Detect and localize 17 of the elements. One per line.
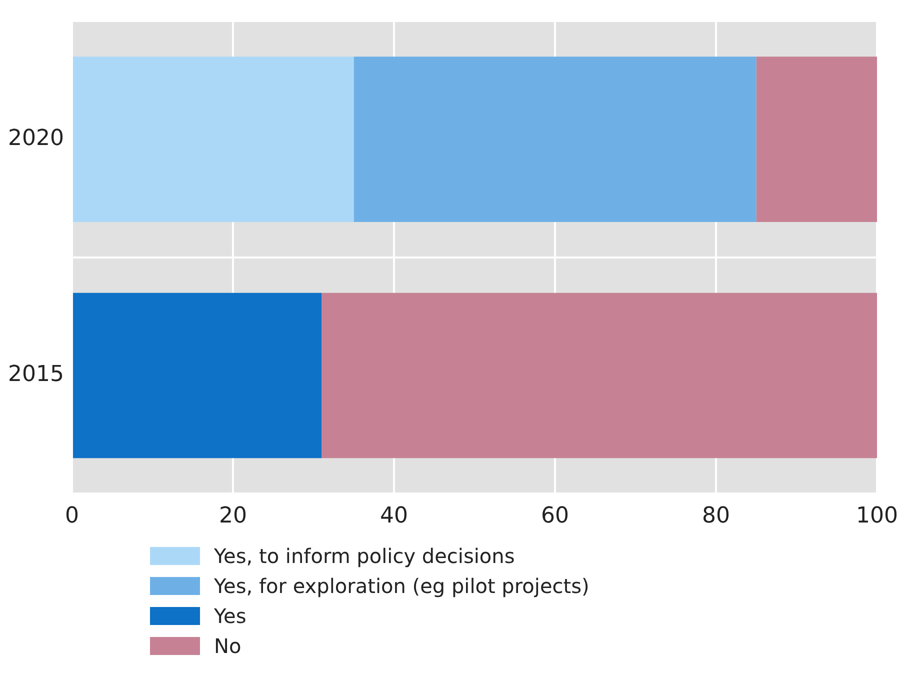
- legend-label: No: [214, 634, 242, 658]
- bar: [72, 292, 322, 458]
- bar: [322, 292, 878, 458]
- legend-label: Yes, to inform policy decisions: [214, 544, 515, 568]
- bar: [354, 56, 756, 222]
- bar: [72, 56, 354, 222]
- y-tick-label: 2015: [8, 362, 64, 388]
- bar: [756, 56, 878, 222]
- x-tick-label: 40: [380, 504, 408, 529]
- x-tick-label: 100: [856, 504, 898, 529]
- x-tick-label: 60: [541, 504, 569, 529]
- x-tick-label: 20: [218, 504, 247, 529]
- legend-label: Yes, for exploration (eg pilot projects): [214, 574, 590, 598]
- x-tick-label: 0: [64, 504, 79, 529]
- x-tick-label: 80: [702, 504, 730, 529]
- legend-label: Yes: [214, 604, 246, 628]
- y-tick-label: 2020: [8, 126, 64, 152]
